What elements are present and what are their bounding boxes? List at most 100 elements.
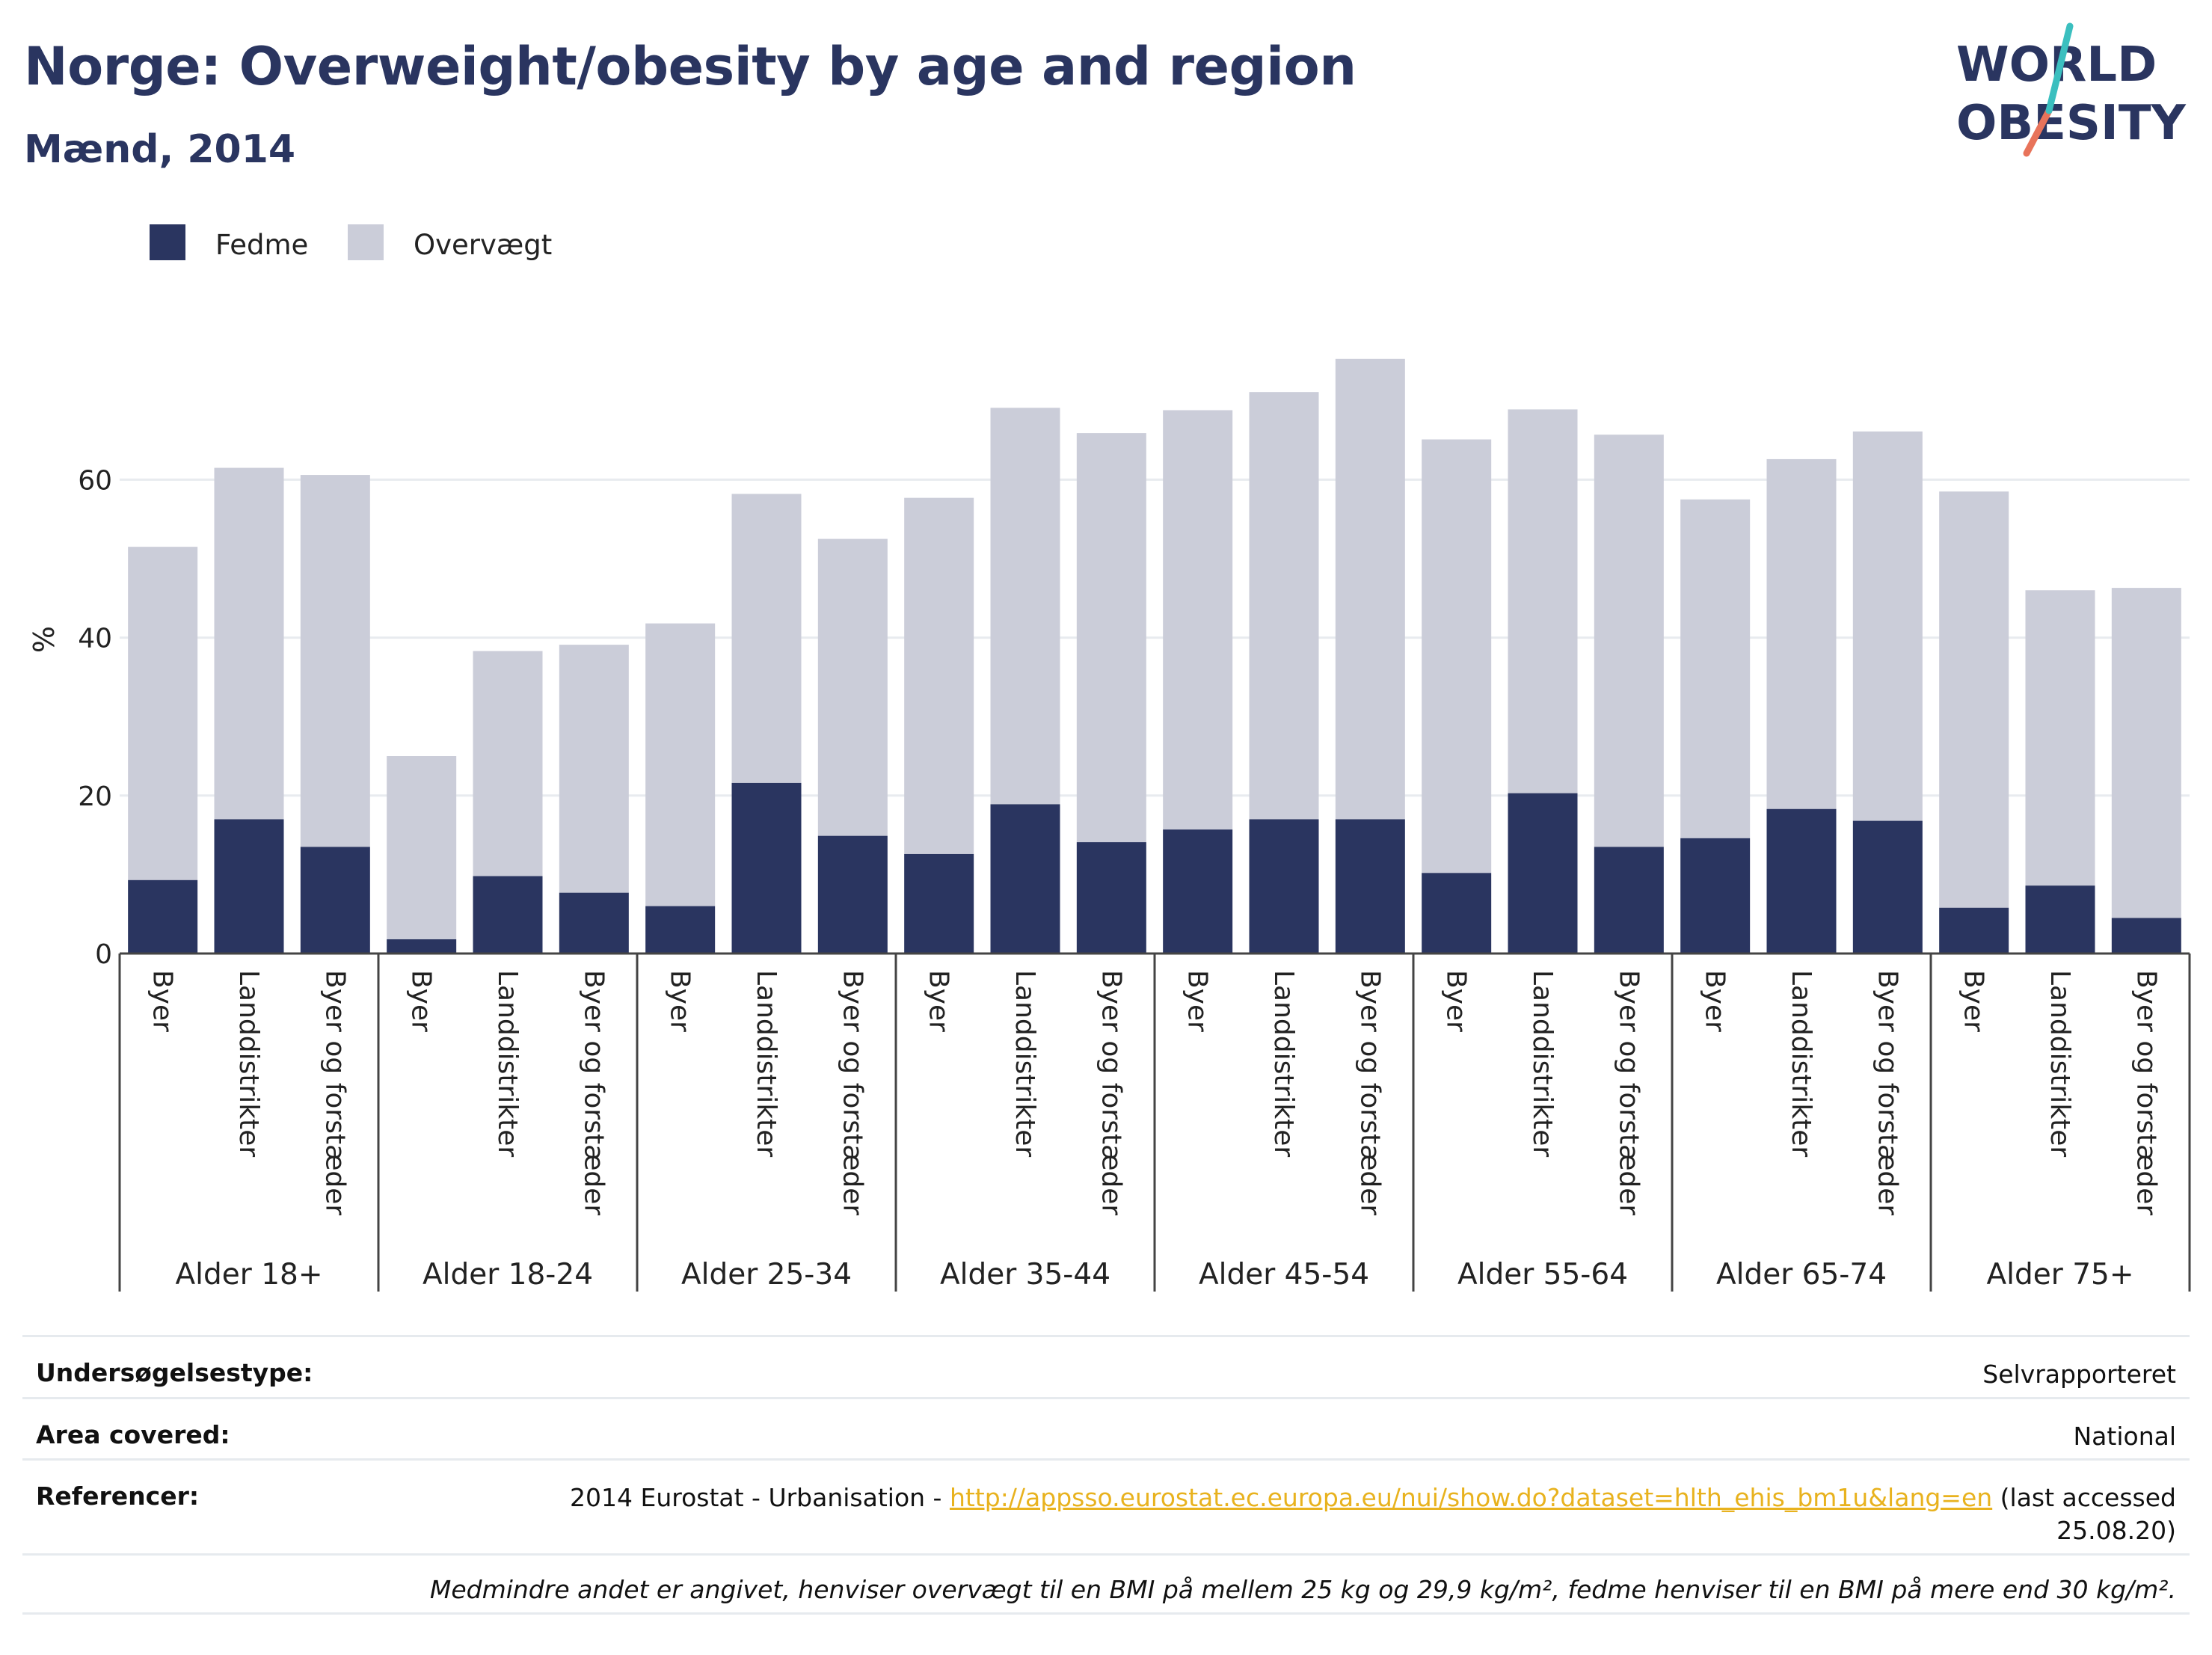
bar-fedme-3-1 (990, 804, 1060, 954)
x-tick-label-7-2: Byer og forstæder (2130, 970, 2161, 1215)
x-tick-label-3-0: Byer (924, 970, 954, 1032)
chart-title: Norge: Overweight/obesity by age and reg… (24, 36, 1357, 97)
bar-fedme-5-1 (1508, 793, 1578, 954)
reference-link[interactable]: http://appsso.eurostat.ec.europa.eu/nui/… (949, 1483, 1993, 1512)
bar-overvaegt-7-1 (2025, 590, 2095, 886)
bar-fedme-0-0 (128, 879, 198, 954)
bar-fedme-7-1 (2025, 885, 2095, 954)
x-tick-label-0-2: Byer og forstæder (319, 970, 350, 1215)
group-label-2: Alder 25-34 (681, 1258, 852, 1292)
y-axis-label: % (28, 626, 61, 653)
stacked-bar-chart: Fedme Overvægt % 0 20 40 60 Byer Landdistrikte… (28, 224, 2191, 1292)
bar-overvaegt-6-0 (1680, 499, 1751, 838)
bar-fedme-5-0 (1422, 873, 1492, 954)
bar-overvaegt-1-1 (473, 651, 543, 876)
y-tick-label-60: 60 (78, 465, 112, 496)
references-value: 2014 Eurostat - Urbanisation - http://ap… (570, 1481, 2176, 1547)
bar-fedme-3-0 (904, 853, 974, 954)
bar-fedme-3-2 (1076, 842, 1146, 954)
bar-fedme-1-0 (387, 939, 457, 954)
group-label-0: Alder 18+ (176, 1258, 323, 1292)
x-tick-label-2-1: Landdistrikter (751, 970, 781, 1157)
bar-fedme-1-2 (559, 892, 629, 954)
x-tick-label-6-1: Landdistrikter (1786, 970, 1816, 1157)
area-value: National (2073, 1422, 2176, 1451)
x-tick-label-7-1: Landdistrikter (2044, 970, 2075, 1157)
y-tick-label-40: 40 (78, 624, 112, 654)
bar-overvaegt-6-2 (1852, 431, 1923, 821)
x-tick-label-4-2: Byer og forstæder (1354, 970, 1385, 1215)
info-table: Undersøgelsestype: Selvrapporteret Area … (22, 1335, 2190, 1615)
reference-date: 25.08.20) (2056, 1516, 2176, 1545)
x-tick-label-3-2: Byer og forstæder (1096, 970, 1126, 1215)
category-labels: Byer Landdistrikter Byer og forstæder Alder… (147, 970, 2162, 1292)
x-tick-label-5-1: Landdistrikter (1527, 970, 1558, 1157)
axes: % 0 20 40 60 (28, 465, 2191, 1292)
group-label-4: Alder 45-54 (1199, 1258, 1369, 1292)
x-tick-label-7-0: Byer (1958, 970, 1989, 1032)
survey-type-value: Selvrapporteret (1982, 1360, 2176, 1389)
bar-fedme-0-1 (214, 819, 284, 954)
bar-overvaegt-1-0 (387, 756, 457, 939)
bar-fedme-6-1 (1766, 808, 1837, 954)
bar-overvaegt-2-2 (817, 538, 888, 836)
bar-overvaegt-1-2 (559, 645, 629, 893)
legend-swatch-fedme (150, 224, 185, 260)
x-tick-label-1-1: Landdistrikter (492, 970, 523, 1157)
legend-label-fedme: Fedme (215, 229, 308, 261)
bar-fedme-6-2 (1852, 820, 1923, 954)
logo-slash-teal (2045, 22, 2074, 114)
y-tick-label-0: 0 (95, 939, 112, 970)
bar-fedme-2-0 (645, 906, 716, 954)
bar-overvaegt-5-0 (1422, 439, 1492, 873)
x-tick-label-6-0: Byer (1700, 970, 1730, 1032)
bar-fedme-0-2 (300, 847, 370, 954)
bar-overvaegt-2-0 (645, 623, 716, 906)
gridlines (120, 478, 2190, 797)
x-tick-label-6-2: Byer og forstæder (1872, 970, 1902, 1215)
group-label-5: Alder 55-64 (1457, 1258, 1628, 1292)
logo-line2: OBESITY (1956, 96, 2186, 151)
info-row-note: Medmindre andet er angivet, henviser ove… (22, 1553, 2190, 1615)
x-tick-label-4-1: Landdistrikter (1268, 970, 1299, 1157)
x-tick-label-5-2: Byer og forstæder (1613, 970, 1644, 1215)
bar-overvaegt-3-0 (904, 497, 974, 854)
chart-subtitle: Mænd, 2014 (24, 127, 296, 172)
bar-overvaegt-0-0 (128, 547, 198, 880)
world-obesity-logo: WORLD OBESITY (1956, 22, 2186, 157)
y-tick-label-20: 20 (78, 782, 112, 812)
info-row-references: Referencer: 2014 Eurostat - Urbanisation… (22, 1458, 2190, 1553)
group-label-3: Alder 35-44 (940, 1258, 1110, 1292)
survey-type-label: Undersøgelsestype: (36, 1358, 313, 1387)
bar-overvaegt-4-0 (1163, 410, 1233, 830)
bar-overvaegt-3-1 (990, 408, 1060, 805)
bar-fedme-2-1 (731, 782, 802, 954)
bar-overvaegt-7-2 (2111, 588, 2181, 918)
bar-overvaegt-0-2 (300, 475, 370, 847)
group-label-7: Alder 75+ (1987, 1258, 2134, 1292)
legend-swatch-overvægt (348, 224, 384, 260)
bmi-note: Medmindre andet er angivet, henviser ove… (429, 1575, 2176, 1604)
bar-fedme-5-2 (1594, 847, 1664, 954)
bar-fedme-7-0 (1939, 907, 2009, 954)
bar-overvaegt-5-2 (1594, 435, 1664, 847)
bar-overvaegt-5-1 (1508, 409, 1578, 793)
legend: Fedme Overvægt (150, 224, 552, 261)
bar-overvaegt-3-2 (1076, 433, 1146, 843)
x-tick-label-2-2: Byer og forstæder (837, 970, 867, 1215)
x-tick-label-4-0: Byer (1182, 970, 1213, 1032)
bar-fedme-1-1 (473, 876, 543, 954)
x-tick-label-5-0: Byer (1441, 970, 1472, 1032)
bar-fedme-7-2 (2111, 918, 2181, 954)
bar-overvaegt-4-1 (1249, 392, 1319, 820)
x-tick-label-0-0: Byer (147, 970, 178, 1032)
bar-fedme-4-0 (1163, 829, 1233, 954)
info-row-survey-type: Undersøgelsestype: Selvrapporteret (22, 1335, 2190, 1397)
legend-label-overvægt: Overvægt (414, 229, 552, 261)
bar-overvaegt-4-2 (1335, 358, 1405, 820)
bar-overvaegt-0-1 (214, 467, 284, 820)
bar-fedme-4-2 (1335, 819, 1405, 954)
x-tick-label-0-1: Landdistrikter (233, 970, 264, 1157)
x-tick-label-1-0: Byer (406, 970, 437, 1032)
bar-overvaegt-2-1 (731, 494, 802, 783)
